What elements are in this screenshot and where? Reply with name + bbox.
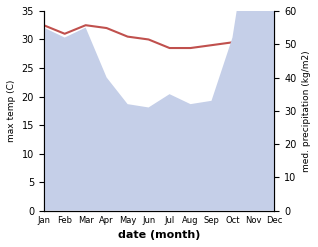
X-axis label: date (month): date (month) [118,230,200,240]
Y-axis label: max temp (C): max temp (C) [7,80,16,142]
Y-axis label: med. precipitation (kg/m2): med. precipitation (kg/m2) [302,50,311,172]
